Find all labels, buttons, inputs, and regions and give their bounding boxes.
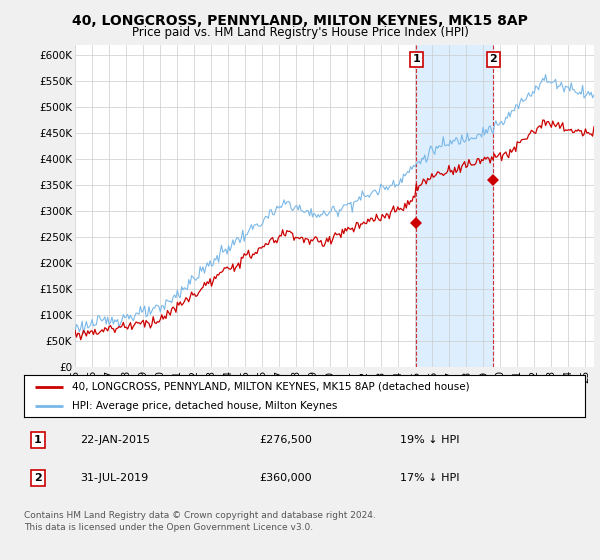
Text: 19% ↓ HPI: 19% ↓ HPI <box>400 435 460 445</box>
Text: 1: 1 <box>412 54 420 64</box>
Text: 31-JUL-2019: 31-JUL-2019 <box>80 473 148 483</box>
Text: 1: 1 <box>34 435 42 445</box>
Text: £360,000: £360,000 <box>260 473 312 483</box>
Text: £276,500: £276,500 <box>260 435 313 445</box>
Text: 40, LONGCROSS, PENNYLAND, MILTON KEYNES, MK15 8AP: 40, LONGCROSS, PENNYLAND, MILTON KEYNES,… <box>72 14 528 28</box>
Text: 2: 2 <box>490 54 497 64</box>
Text: 40, LONGCROSS, PENNYLAND, MILTON KEYNES, MK15 8AP (detached house): 40, LONGCROSS, PENNYLAND, MILTON KEYNES,… <box>71 381 469 391</box>
Text: Contains HM Land Registry data © Crown copyright and database right 2024.
This d: Contains HM Land Registry data © Crown c… <box>24 511 376 531</box>
Text: 2: 2 <box>34 473 42 483</box>
Text: 17% ↓ HPI: 17% ↓ HPI <box>400 473 460 483</box>
Text: 22-JAN-2015: 22-JAN-2015 <box>80 435 150 445</box>
Bar <box>416 45 493 367</box>
Text: Price paid vs. HM Land Registry's House Price Index (HPI): Price paid vs. HM Land Registry's House … <box>131 26 469 39</box>
Text: HPI: Average price, detached house, Milton Keynes: HPI: Average price, detached house, Milt… <box>71 401 337 411</box>
